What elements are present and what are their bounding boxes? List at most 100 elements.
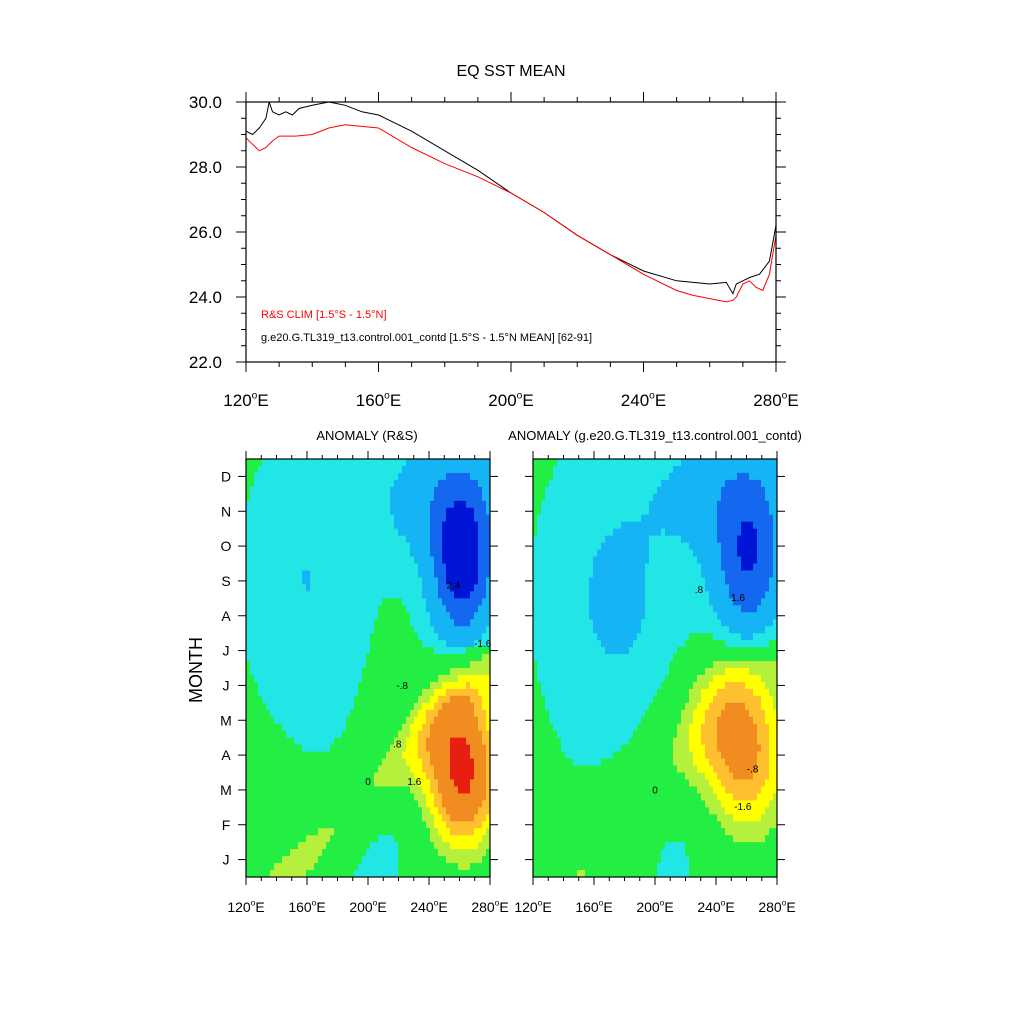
heatmap-cell [250, 730, 255, 739]
heatmap-cell [474, 619, 479, 627]
heatmap-cell [482, 856, 487, 864]
heatmap-cell [270, 765, 275, 774]
heatmap-cell [426, 619, 431, 627]
heatmap-cell [398, 702, 403, 711]
heatmap-cell [282, 591, 287, 599]
heatmap-cell [262, 577, 267, 585]
heatmap-cell [402, 577, 407, 585]
heatmap-cell [462, 702, 467, 711]
heatmap-cell [482, 556, 487, 565]
heatmap-cell [294, 870, 299, 877]
heatmap-cell [394, 751, 399, 760]
heatmap-cell [278, 591, 283, 599]
heatmap-cell [362, 479, 367, 488]
heatmap-cell [374, 647, 379, 655]
heatmap-cell [438, 674, 443, 683]
heatmap-cell [434, 542, 439, 551]
heatmap-cell [557, 779, 562, 788]
heatmap-cell [410, 626, 415, 634]
heatmap-cell [398, 821, 403, 829]
heatmap-cell [342, 493, 347, 502]
heatmap-cell [605, 730, 610, 739]
heatmap-cell [537, 472, 542, 481]
heatmap-cell [306, 681, 311, 690]
heatmap-cell [462, 800, 467, 808]
heatmap-cell [410, 807, 415, 815]
heatmap-cell [286, 626, 291, 634]
heatmap-cell [394, 661, 399, 669]
heatmap-cell [270, 507, 275, 516]
heatmap-cell [474, 702, 479, 711]
heatmap-cell [362, 605, 367, 613]
heatmap-cell [250, 702, 255, 711]
heatmap-cell [430, 514, 435, 523]
heatmap-cell [486, 500, 490, 509]
heatmap-cell [270, 730, 275, 739]
heatmap-cell [390, 521, 395, 530]
heatmap-cell [482, 633, 487, 641]
heatmap-cell [426, 570, 431, 579]
heatmap-cell [262, 681, 267, 690]
heatmap-cell [246, 605, 251, 613]
heatmap-cell [601, 856, 606, 864]
heatmap-cell [278, 800, 283, 808]
heatmap-cell [482, 577, 487, 585]
heatmap-cell [549, 465, 554, 474]
heatmap-cell [533, 542, 538, 551]
heatmap-cell [306, 870, 311, 877]
heatmap-cell [589, 472, 594, 481]
heatmap-cell [438, 521, 443, 530]
heatmap-cell [254, 681, 259, 690]
heatmap-cell [462, 821, 467, 829]
heatmap-cell [330, 493, 335, 502]
heatmap-cell [258, 528, 263, 537]
heatmap-cell [338, 758, 343, 767]
heatmap-cell [541, 870, 546, 877]
heatmap-cell [342, 500, 347, 509]
heatmap-cell [466, 626, 471, 634]
heatmap-cell [450, 661, 455, 669]
heatmap-cell [314, 493, 319, 502]
heatmap-cell [541, 647, 546, 655]
heatmap-cell [246, 793, 251, 801]
heatmap-cell [402, 647, 407, 655]
heatmap-cell [609, 465, 614, 474]
heatmap-cell [418, 465, 423, 474]
heatmap-cell [434, 654, 439, 662]
heatmap-cell [310, 695, 315, 704]
heatmap-cell [274, 598, 279, 606]
heatmap-cell [290, 654, 295, 662]
heatmap-cell [330, 772, 335, 781]
heatmap-cell [354, 765, 359, 774]
heatmap-cell [589, 493, 594, 502]
heatmap-cell [430, 681, 435, 690]
heatmap-cell [366, 751, 371, 760]
heatmap-cell [569, 549, 574, 558]
heatmap-cell [358, 507, 363, 516]
heatmap-cell [482, 535, 487, 544]
heatmap-cell [422, 556, 427, 565]
heatmap-cell [605, 661, 610, 669]
heatmap-cell [266, 514, 271, 523]
heatmap-cell [366, 863, 371, 871]
heatmap-cell [334, 472, 339, 481]
heatmap-cell [406, 472, 411, 481]
heatmap-cell [593, 695, 598, 704]
heatmap-cell [450, 688, 455, 697]
heatmap-cell [585, 654, 590, 662]
heatmap-cell [362, 633, 367, 641]
heatmap-cell [374, 716, 379, 725]
heatmap-cell [442, 681, 447, 690]
heatmap-cell [270, 849, 275, 857]
heatmap-cell [430, 730, 435, 739]
heatmap-cell [246, 472, 251, 481]
heatmap-cell [541, 702, 546, 711]
heatmap-cell [310, 807, 315, 815]
heatmap-cell [545, 856, 550, 864]
heatmap-cell [430, 688, 435, 697]
heatmap-cell [454, 681, 459, 690]
heatmap-cell [382, 786, 387, 794]
heatmap-cell [549, 584, 554, 592]
heatmap-cell [581, 695, 586, 704]
heatmap-cell [458, 619, 463, 627]
